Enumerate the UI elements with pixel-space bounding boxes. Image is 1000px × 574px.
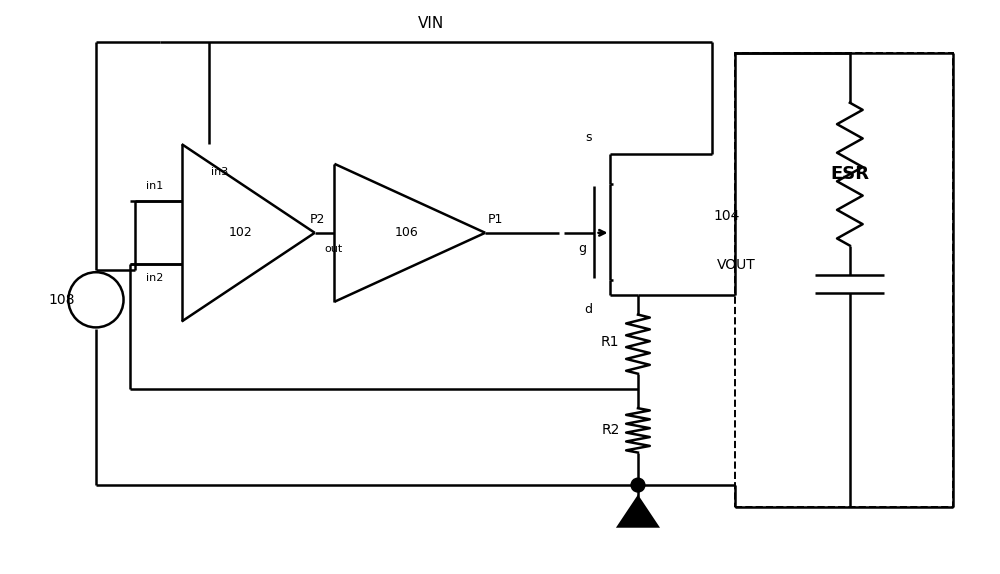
Text: VOUT: VOUT [717, 258, 756, 272]
Text: 102: 102 [229, 226, 253, 239]
Text: ESR: ESR [830, 165, 869, 183]
Text: R2: R2 [601, 423, 620, 437]
Text: R1: R1 [601, 335, 620, 349]
Text: 108: 108 [48, 293, 75, 307]
Text: g: g [579, 242, 587, 255]
Text: in1: in1 [146, 181, 164, 192]
Text: in2: in2 [146, 273, 164, 283]
Text: 106: 106 [395, 226, 418, 239]
Bar [735, 53, 953, 507]
Text: in3: in3 [211, 166, 228, 177]
Text: d: d [585, 303, 593, 316]
Text: 104: 104 [713, 209, 740, 223]
Text: VIN: VIN [418, 17, 444, 32]
Text: out: out [325, 243, 343, 254]
Text: P2: P2 [310, 212, 325, 226]
Text: s: s [585, 131, 592, 144]
Polygon shape [618, 497, 658, 526]
Text: P1: P1 [487, 212, 503, 226]
Circle shape [631, 478, 645, 492]
